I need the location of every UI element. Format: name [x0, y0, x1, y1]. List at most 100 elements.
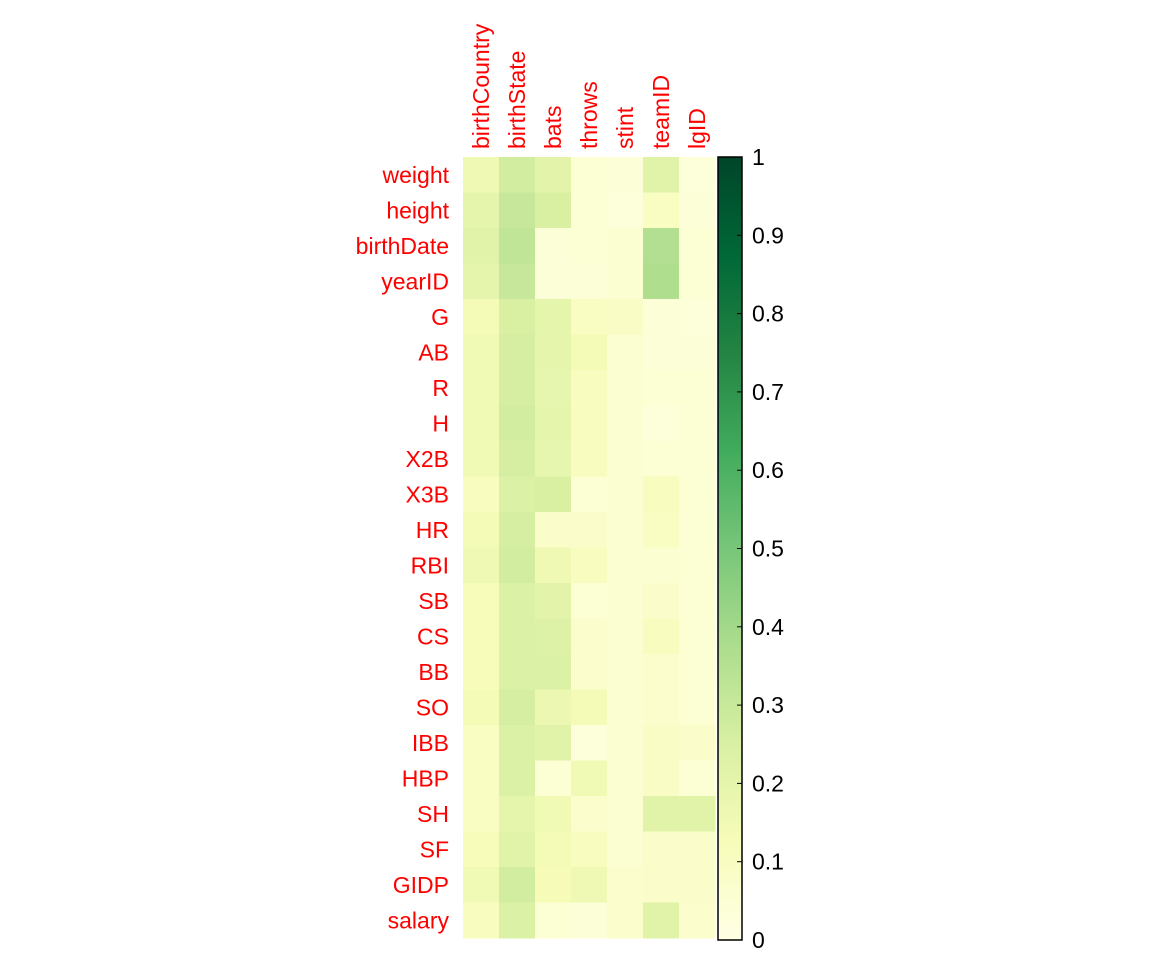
row-label-X3B: X3B — [406, 481, 449, 507]
heatmap-cell-IBB-stint — [607, 725, 644, 761]
heatmap-cell-SH-birthCountry — [463, 796, 500, 832]
heatmap-cell-birthDate-birthState — [499, 228, 536, 264]
column-label-stint: stint — [612, 106, 638, 149]
heatmap-cell-H-birthCountry — [463, 405, 500, 442]
heatmap-cell-RBI-teamID — [643, 547, 680, 584]
heatmap-cell-AB-stint — [607, 334, 644, 371]
column-label-teamID: teamID — [648, 75, 674, 149]
heatmap-cell-salary-birthState — [499, 902, 536, 939]
colorbar-tick-label: 0.2 — [752, 770, 784, 796]
heatmap-cell-salary-lgID — [679, 902, 716, 939]
heatmap-cell-yearID-lgID — [679, 263, 716, 300]
heatmap-cell-R-stint — [607, 370, 644, 406]
heatmap-cell-CS-stint — [607, 618, 644, 655]
column-label-birthState: birthState — [504, 51, 530, 149]
heatmap-cell-RBI-birthCountry — [463, 547, 500, 584]
column-labels: birthCountry birthState bats throws stint tea… — [468, 23, 710, 149]
heatmap-cell-height-bats — [535, 192, 572, 229]
heatmap-cell-R-teamID — [643, 370, 680, 406]
colorbar-tick-label: 0.7 — [752, 379, 784, 405]
heatmap-cell-H-bats — [535, 405, 572, 442]
row-label-SB: SB — [418, 588, 449, 614]
heatmap-cell-GIDP-throws — [571, 867, 608, 903]
row-label-R: R — [432, 375, 449, 401]
colorbar-tick-label: 0.1 — [752, 849, 784, 875]
row-label-G: G — [431, 304, 449, 330]
heatmap-cell-salary-teamID — [643, 902, 680, 939]
heatmap-cell-BB-lgID — [679, 654, 716, 690]
heatmap-cell-BB-bats — [535, 654, 572, 690]
row-label-HR: HR — [416, 517, 449, 543]
heatmap-cell-BB-throws — [571, 654, 608, 690]
heatmap-cell-GIDP-lgID — [679, 867, 716, 903]
heatmap-cell-X3B-birthState — [499, 476, 536, 513]
heatmap-cell-X2B-lgID — [679, 441, 716, 477]
colorbar-tick-label: 0.3 — [752, 692, 784, 718]
heatmap-cell-X2B-stint — [607, 441, 644, 477]
heatmap-cell-H-throws — [571, 405, 608, 442]
heatmap-cell-RBI-stint — [607, 547, 644, 584]
heatmap-cell-SB-lgID — [679, 583, 716, 619]
heatmap-cell-AB-birthCountry — [463, 334, 500, 371]
heatmap-cell-HBP-teamID — [643, 760, 680, 797]
heatmap-cell-HR-teamID — [643, 512, 680, 548]
heatmap-cell-height-teamID — [643, 192, 680, 229]
heatmap-cell-birthDate-birthCountry — [463, 228, 500, 264]
heatmap-cell-BB-birthCountry — [463, 654, 500, 690]
heatmap-cell-SF-throws — [571, 831, 608, 868]
heatmap-cell-SB-stint — [607, 583, 644, 619]
colorbar-tick-label: 0.5 — [752, 536, 784, 562]
heatmap-cell-weight-stint — [607, 157, 644, 193]
heatmap-cell-weight-bats — [535, 157, 572, 193]
heatmap-cell-birthDate-stint — [607, 228, 644, 264]
heatmap-cell-IBB-teamID — [643, 725, 680, 761]
heatmap-cell-GIDP-teamID — [643, 867, 680, 903]
heatmap-cell-CS-throws — [571, 618, 608, 655]
heatmap-cell-height-lgID — [679, 192, 716, 229]
heatmap-cell-birthDate-teamID — [643, 228, 680, 264]
heatmap-cell-SF-teamID — [643, 831, 680, 868]
heatmap-cell-SB-birthCountry — [463, 583, 500, 619]
heatmap-cell-H-birthState — [499, 405, 536, 442]
heatmap-cell-SH-teamID — [643, 796, 680, 832]
heatmap-cell-SF-lgID — [679, 831, 716, 868]
row-label-CS: CS — [417, 623, 449, 649]
heatmap-cell-CS-birthCountry — [463, 618, 500, 655]
heatmap-cell-AB-bats — [535, 334, 572, 371]
heatmap-cell-birthDate-lgID — [679, 228, 716, 264]
heatmap-cell-SB-teamID — [643, 583, 680, 619]
heatmap-cell-GIDP-birthCountry — [463, 867, 500, 903]
heatmap-cell-SH-throws — [571, 796, 608, 832]
heatmap-cell-yearID-bats — [535, 263, 572, 300]
heatmap-cell-HR-birthCountry — [463, 512, 500, 548]
heatmap-cell-G-bats — [535, 299, 572, 335]
row-label-yearID: yearID — [381, 268, 449, 294]
heatmap-cell-R-bats — [535, 370, 572, 406]
heatmap-cell-salary-throws — [571, 902, 608, 939]
heatmap-cell-CS-bats — [535, 618, 572, 655]
column-label-throws: throws — [576, 81, 602, 149]
heatmap-cell-salary-bats — [535, 902, 572, 939]
heatmap-cell-SO-birthState — [499, 689, 536, 726]
heatmap-cell-height-throws — [571, 192, 608, 229]
heatmap-cell-birthDate-throws — [571, 228, 608, 264]
heatmap-cell-yearID-stint — [607, 263, 644, 300]
heatmap-cell-SO-teamID — [643, 689, 680, 726]
heatmap-cell-SO-stint — [607, 689, 644, 726]
heatmap-cell-height-birthState — [499, 192, 536, 229]
colorbar-tick-label: 0.4 — [752, 614, 784, 640]
heatmap-cell-SH-stint — [607, 796, 644, 832]
row-label-height: height — [386, 197, 449, 223]
row-label-SH: SH — [417, 801, 449, 827]
row-label-AB: AB — [418, 339, 449, 365]
heatmap-cell-G-birthCountry — [463, 299, 500, 335]
row-label-H: H — [432, 410, 449, 436]
heatmap-cell-weight-teamID — [643, 157, 680, 193]
colorbar-tick-label: 0.9 — [752, 222, 784, 248]
heatmap-cell-SF-stint — [607, 831, 644, 868]
heatmap-cell-AB-birthState — [499, 334, 536, 371]
heatmap-cell-AB-lgID — [679, 334, 716, 371]
heatmap-cell-X3B-birthCountry — [463, 476, 500, 513]
heatmap-cell-SB-throws — [571, 583, 608, 619]
